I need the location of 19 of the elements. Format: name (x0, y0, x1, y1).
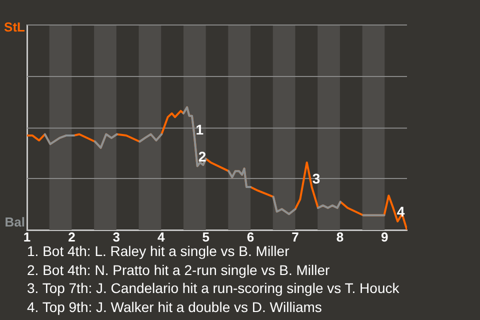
x-tick-label: 2 (68, 229, 76, 244)
x-tick-label: 6 (246, 229, 254, 244)
annotation: 3 (312, 170, 320, 187)
text: 3. Top 7th: J. Candelario hit a run-scoring single vs T. Houck (27, 279, 400, 298)
text: 2. Bot 4th: N. Pratto hit a 2-run single vs B. Miller (27, 260, 331, 279)
text: Bal (4, 214, 25, 230)
x-tick-label: 1 (23, 229, 31, 244)
text: StL (4, 20, 26, 35)
text: 4. Top 9th: J. Walker hit a double vs D. Williams (27, 298, 323, 316)
annotation: 1 (196, 121, 204, 138)
x-tick-label: 4 (158, 229, 166, 244)
x-tick-label: 5 (202, 229, 210, 244)
x-tick-label: 7 (292, 229, 299, 244)
text: 1. Bot 4th: L. Raley hit a single vs B. Miller (27, 243, 290, 259)
x-tick-label: 9 (381, 229, 388, 244)
annotation: 4 (396, 204, 405, 220)
annotation: 2 (198, 148, 206, 164)
x-tick-label: 8 (336, 229, 344, 244)
x-tick-label: 3 (112, 229, 120, 244)
